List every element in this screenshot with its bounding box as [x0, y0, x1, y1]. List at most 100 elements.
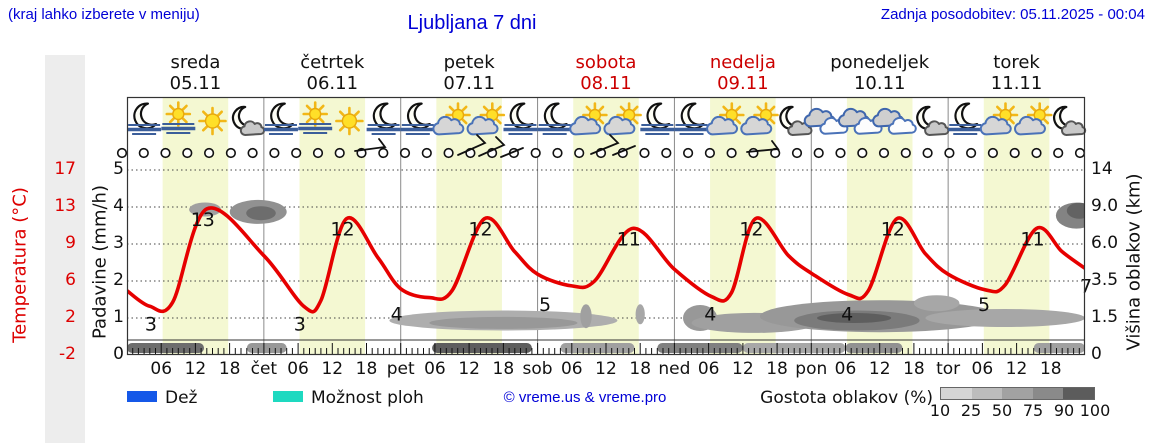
- svg-text:3: 3: [145, 313, 157, 335]
- svg-text:3: 3: [294, 313, 306, 335]
- sun-cloud-icon: [706, 102, 745, 136]
- page-title: Ljubljana 7 dni: [407, 12, 537, 34]
- svg-text:12: 12: [881, 219, 905, 241]
- x-axis-label: 12: [868, 359, 891, 379]
- x-axis-label: 06: [287, 359, 309, 379]
- svg-text:11: 11: [617, 228, 641, 250]
- cloud-density-gradient-bar: [940, 387, 1095, 400]
- cloud-density-legend-label: Gostota oblakov (%): [760, 388, 933, 408]
- x-axis-label: ned: [658, 359, 691, 379]
- density-value: 10: [929, 401, 951, 420]
- x-axis-label: pet: [386, 359, 415, 379]
- sun-fog-icon: [161, 101, 196, 134]
- axis-tick-value: 9.0: [1091, 196, 1119, 216]
- axis-tick-value: 0: [113, 344, 124, 364]
- x-axis-label: 06: [150, 359, 173, 379]
- svg-text:4: 4: [391, 304, 403, 326]
- svg-text:12: 12: [330, 219, 354, 241]
- svg-text:7: 7: [1080, 275, 1092, 297]
- sun-icon: [335, 106, 364, 136]
- density-segment: [1002, 388, 1033, 399]
- low-fog-strip: [127, 343, 1085, 353]
- axis-tick-value: 4: [113, 196, 124, 216]
- rain-legend-label: Dež: [165, 388, 198, 408]
- last-update-text: Zadnja posodobitev: 05.11.2025 - 00:04: [880, 6, 1145, 23]
- density-segment: [1063, 388, 1094, 399]
- svg-text:4: 4: [704, 304, 716, 326]
- svg-text:5: 5: [978, 294, 990, 316]
- density-value: 90: [1053, 401, 1075, 420]
- x-axis-label: 06: [697, 359, 720, 379]
- day-date: 11.11: [990, 73, 1043, 94]
- axis-tick-value: 6: [65, 270, 76, 290]
- showers-legend-label: Možnost ploh: [311, 388, 424, 408]
- wind-barb: [590, 134, 620, 155]
- moon-fog-icon: [127, 102, 162, 135]
- wind-barb: [478, 136, 506, 157]
- day-date: 08.11: [580, 73, 632, 94]
- x-axis-label: sob: [522, 359, 553, 379]
- density-value: 100: [1079, 401, 1111, 420]
- sun-cloud-icon: [979, 102, 1019, 136]
- cloud-density-blobs: [189, 199, 1085, 333]
- svg-text:11: 11: [1020, 228, 1044, 250]
- x-axis-label: 12: [1005, 359, 1028, 379]
- density-value: 50: [991, 401, 1013, 420]
- density-segment: [971, 388, 1003, 399]
- temperature-axis-strip: [45, 55, 85, 443]
- showers-legend-swatch: [273, 391, 303, 402]
- sun-cloud-icon: [1014, 102, 1053, 136]
- axis-tick-value: 13: [54, 196, 76, 216]
- x-axis-label: 18: [218, 359, 241, 379]
- plot-frame: [126, 96, 1086, 356]
- axis-tick-value: 3.5: [1091, 270, 1119, 290]
- x-axis-label: 18: [629, 359, 652, 379]
- svg-text:13: 13: [191, 209, 215, 231]
- sun-cloud-icon: [569, 102, 608, 136]
- sun-cloud-icon: [740, 102, 779, 136]
- axis-tick-value: 1.5: [1091, 307, 1119, 327]
- moon-fog-icon: [503, 102, 538, 135]
- temperature-labels: 13 12 12 11 12 12 11 3 3 4 5 4 4 5 7: [145, 209, 1092, 335]
- wind-symbols: [116, 134, 1086, 159]
- weather-icons: [127, 101, 1087, 136]
- moon-cloud-icon: [1053, 105, 1087, 136]
- axis-tick-value: -2: [59, 344, 76, 364]
- cloud-icon: [872, 107, 917, 135]
- day-date: 09.11: [717, 73, 769, 94]
- wind-barb: [612, 145, 636, 156]
- moon-fog-icon: [640, 102, 675, 135]
- day-name: ponedeljek: [830, 52, 930, 73]
- x-axis-label: pon: [795, 359, 828, 379]
- x-axis-label: 06: [560, 359, 583, 379]
- cloud-icon: [803, 107, 849, 135]
- menu-hint-text: (kraj lahko izberete v meniju): [8, 6, 200, 23]
- x-axis-label: 12: [321, 359, 344, 379]
- hour-ticks: [132, 343, 1080, 355]
- moon-fog-icon: [537, 102, 572, 135]
- x-axis-label: čet: [250, 359, 278, 379]
- day-name: sobota: [575, 52, 637, 73]
- x-axis-label: 18: [492, 359, 515, 379]
- sun-icon: [198, 106, 227, 136]
- x-axis-label: 06: [424, 359, 446, 379]
- x-axis-label: 18: [1039, 359, 1062, 379]
- moon-fog-icon: [263, 102, 298, 135]
- wind-barb: [500, 147, 524, 158]
- x-axis-label: 12: [732, 359, 754, 379]
- density-segment: [1032, 388, 1064, 399]
- x-axis-label: 06: [971, 359, 994, 379]
- temperature-axis-label: Temperatura (°C): [9, 187, 31, 343]
- x-axis-label: 06: [834, 359, 857, 379]
- sun-cloud-icon: [466, 102, 506, 136]
- moon-fog-icon: [948, 102, 983, 135]
- wind-barb: [457, 134, 487, 156]
- moon-fog-icon: [366, 102, 401, 135]
- day-date: 06.11: [306, 73, 359, 94]
- sun-fog-icon: [298, 101, 333, 134]
- moon-cloud-icon: [231, 105, 266, 136]
- cloud-icon: [837, 107, 883, 135]
- sun-cloud-icon: [432, 102, 471, 136]
- day-name: nedelja: [709, 52, 776, 73]
